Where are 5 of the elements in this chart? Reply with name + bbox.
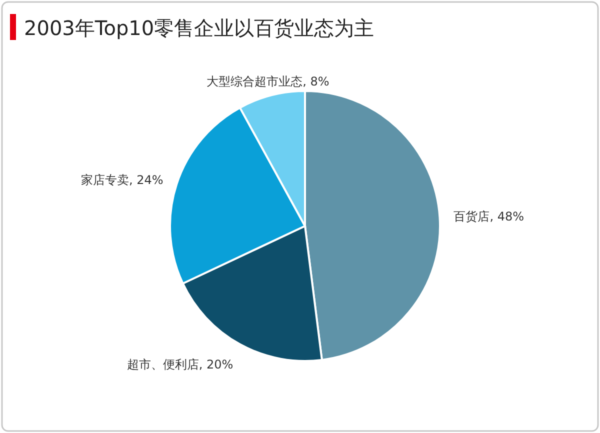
slice-label: 家店专卖, 24% — [80, 172, 164, 187]
slice-label: 大型综合超市业态, 8% — [206, 74, 330, 89]
slice-label: 超市、便利店, 20% — [126, 358, 234, 372]
chart-title: 2003年Top10零售企业以百货业态为主 — [24, 16, 374, 40]
slice-label: 百货店, 48% — [454, 210, 524, 224]
